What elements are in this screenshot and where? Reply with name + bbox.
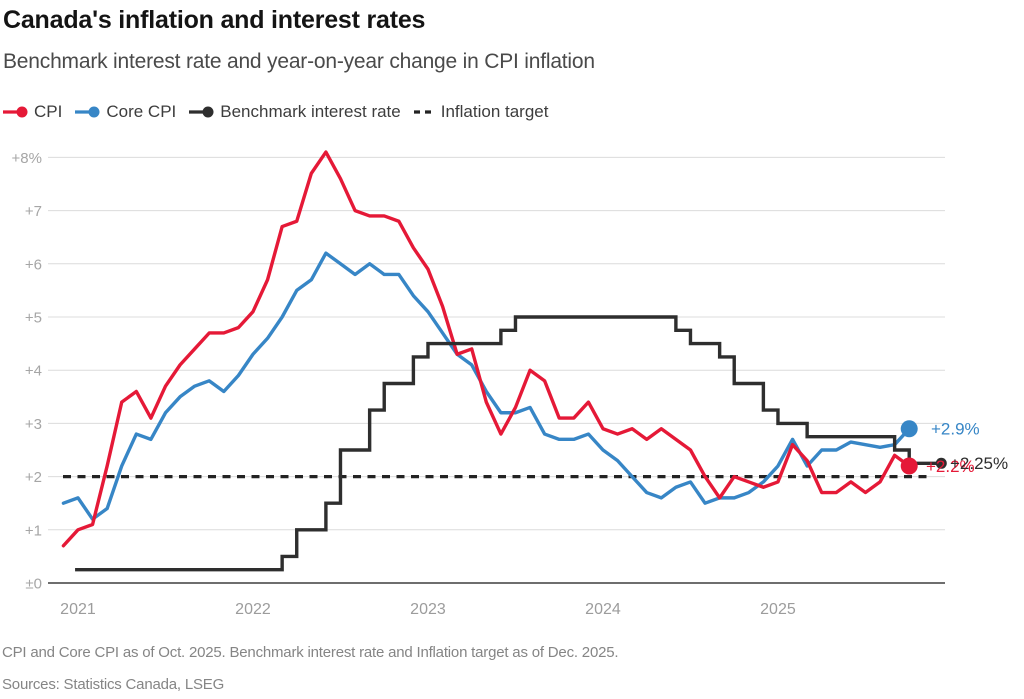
- legend-label-cpi: CPI: [34, 102, 63, 121]
- cpi-end-label: +2.2%: [926, 457, 975, 476]
- dashed-line-icon: [413, 110, 436, 114]
- y-tick-label: +1: [25, 522, 42, 539]
- y-tick-label: +5: [25, 310, 42, 327]
- benchmark-line: [75, 315, 942, 572]
- legend-item-inflation-target: Inflation target: [413, 102, 549, 122]
- core-cpi-end-label: +2.9%: [931, 420, 980, 439]
- legend-label-benchmark: Benchmark interest rate: [220, 102, 401, 121]
- y-tick-label: +3: [25, 416, 42, 433]
- legend-label-core-cpi: Core CPI: [106, 102, 177, 121]
- y-tick-label: +2: [25, 469, 42, 486]
- x-tick-label: 2022: [235, 601, 271, 618]
- y-tick-label: +8%: [12, 150, 42, 167]
- legend-item-core-cpi: Core CPI: [75, 102, 176, 122]
- cpi-end-dot: [900, 457, 918, 475]
- legend-item-cpi: CPI: [3, 102, 62, 122]
- x-tick-label: 2025: [760, 601, 796, 618]
- x-tick-label: 2023: [410, 601, 446, 618]
- chart-footnote: CPI and Core CPI as of Oct. 2025. Benchm…: [2, 644, 619, 661]
- x-tick-label: 2024: [585, 601, 621, 618]
- benchmark-end-dot: [935, 457, 947, 469]
- cpi-line: [61, 150, 911, 548]
- cpi-line-dot-icon: [3, 106, 28, 118]
- y-tick-label: +7: [25, 203, 42, 220]
- legend-label-inflation-target: Inflation target: [440, 102, 549, 121]
- chart-sources: Sources: Statistics Canada, LSEG: [2, 676, 225, 693]
- y-tick-label: ±0: [25, 576, 42, 593]
- legend: CPI Core CPI Benchmark interest rate Inf…: [3, 102, 548, 122]
- benchmark-end-label: +2.25%: [950, 454, 1008, 473]
- benchmark-line-dot-icon: [189, 106, 214, 118]
- legend-item-benchmark: Benchmark interest rate: [189, 102, 401, 122]
- core-cpi-line: [61, 251, 911, 521]
- core-cpi-end-dot: [900, 420, 918, 438]
- chart-subtitle: Benchmark interest rate and year-on-year…: [3, 50, 595, 73]
- y-tick-label: +4: [25, 363, 42, 380]
- core-cpi-line-dot-icon: [75, 106, 100, 118]
- page-title: Canada's inflation and interest rates: [3, 6, 426, 34]
- y-tick-label: +6: [25, 256, 42, 273]
- x-tick-label: 2021: [60, 601, 96, 618]
